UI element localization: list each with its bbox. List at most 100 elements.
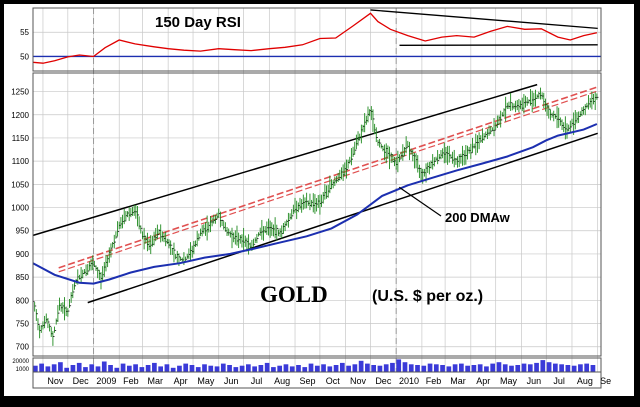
volume-bar (403, 362, 408, 372)
volume-bar (446, 366, 451, 372)
price-y-tick-label: 1250 (11, 88, 29, 97)
volume-bar (64, 368, 69, 372)
price-y-tick-label: 1200 (11, 111, 29, 120)
volume-bar (497, 362, 502, 372)
volume-bar (146, 365, 151, 372)
x-tick-label: Dec (73, 376, 90, 386)
volume-bar (190, 365, 195, 372)
x-tick-label: Nov (47, 376, 64, 386)
volume-y-tick-label: 1000 (16, 367, 30, 373)
volume-bar (353, 364, 358, 372)
volume-bar (584, 364, 589, 372)
price-y-tick-label: 1100 (12, 157, 30, 166)
volume-bar (409, 364, 414, 372)
price-title: GOLD (260, 282, 328, 307)
x-tick-label: Mar (148, 376, 164, 386)
x-tick-label: Dec (375, 376, 392, 386)
volume-bar (359, 361, 364, 372)
volume-bar (484, 366, 489, 372)
volume-bar (515, 365, 520, 372)
x-tick-label: Aug (274, 376, 290, 386)
volume-bar (553, 364, 558, 372)
volume-bar (503, 364, 508, 372)
volume-bar (547, 362, 552, 372)
volume-bar (108, 365, 113, 372)
volume-bar (177, 366, 182, 372)
x-tick-label: Feb (426, 376, 442, 386)
volume-bar (277, 366, 282, 372)
volume-bar (434, 364, 439, 372)
volume-bar (208, 366, 213, 372)
volume-bar (39, 364, 44, 372)
volume-bar (371, 365, 376, 372)
x-tick-label: Jun (527, 376, 542, 386)
volume-bar (390, 363, 395, 372)
volume-bar (265, 363, 270, 372)
price-y-tick-label: 850 (16, 273, 30, 282)
volume-bar (509, 366, 514, 372)
x-tick-label: Aug (577, 376, 593, 386)
volume-bar (315, 366, 320, 372)
x-tick-label: 2009 (96, 376, 116, 386)
volume-bar (215, 366, 220, 372)
volume-bar (171, 368, 176, 372)
volume-bar (196, 367, 201, 372)
price-y-tick-label: 750 (16, 320, 30, 329)
volume-bar (83, 367, 88, 372)
x-tick-label: Oct (326, 376, 341, 386)
volume-bar (415, 365, 420, 372)
volume-bar (540, 360, 545, 372)
price-y-tick-label: 1150 (12, 134, 30, 143)
volume-bar (202, 364, 207, 372)
volume-bar (490, 364, 495, 372)
volume-bar (290, 366, 295, 372)
volume-y-tick-label: 20000 (12, 359, 29, 365)
volume-bar (259, 365, 264, 372)
volume-bar (233, 367, 238, 372)
volume-bar (114, 368, 119, 372)
dma-annotation: 200 DMAw (445, 210, 511, 225)
volume-bar (327, 366, 332, 372)
volume-bar (572, 366, 577, 372)
volume-bar (183, 364, 188, 372)
volume-bar (440, 365, 445, 372)
volume-bar (296, 365, 301, 372)
volume-bar (459, 364, 464, 372)
x-tick-label: Apr (476, 376, 490, 386)
x-tick-label: Mar (450, 376, 466, 386)
volume-bar (566, 365, 571, 372)
x-tick-label: Sep (299, 376, 315, 386)
x-tick-label: Nov (350, 376, 367, 386)
volume-bar (472, 365, 477, 372)
volume-bar (378, 366, 383, 372)
volume-bar (246, 364, 251, 372)
volume-bar (152, 363, 157, 372)
volume-bar (158, 366, 163, 372)
volume-bar (271, 367, 276, 372)
volume-bar (534, 363, 539, 372)
volume-bar (240, 366, 245, 372)
volume-bar (578, 364, 583, 372)
volume-bar (321, 364, 326, 372)
volume-bar (465, 366, 470, 372)
volume-bar (528, 364, 533, 372)
price-y-tick-label: 800 (16, 296, 30, 305)
volume-bar (365, 364, 370, 372)
volume-bar (33, 366, 38, 372)
x-tick-label: May (197, 376, 215, 386)
volume-bar (227, 365, 232, 372)
rsi-y-tick-label: 55 (20, 28, 29, 37)
volume-bar (71, 365, 76, 372)
x-tick-label: 2010 (399, 376, 419, 386)
volume-bar (396, 359, 401, 372)
volume-bar (165, 364, 170, 372)
price-y-tick-label: 900 (16, 250, 30, 259)
volume-bar (102, 362, 107, 373)
volume-bar (559, 364, 564, 372)
x-tick-label: Jun (224, 376, 239, 386)
volume-bar (284, 364, 289, 372)
volume-bar (133, 364, 138, 372)
price-y-tick-label: 1050 (11, 180, 29, 189)
